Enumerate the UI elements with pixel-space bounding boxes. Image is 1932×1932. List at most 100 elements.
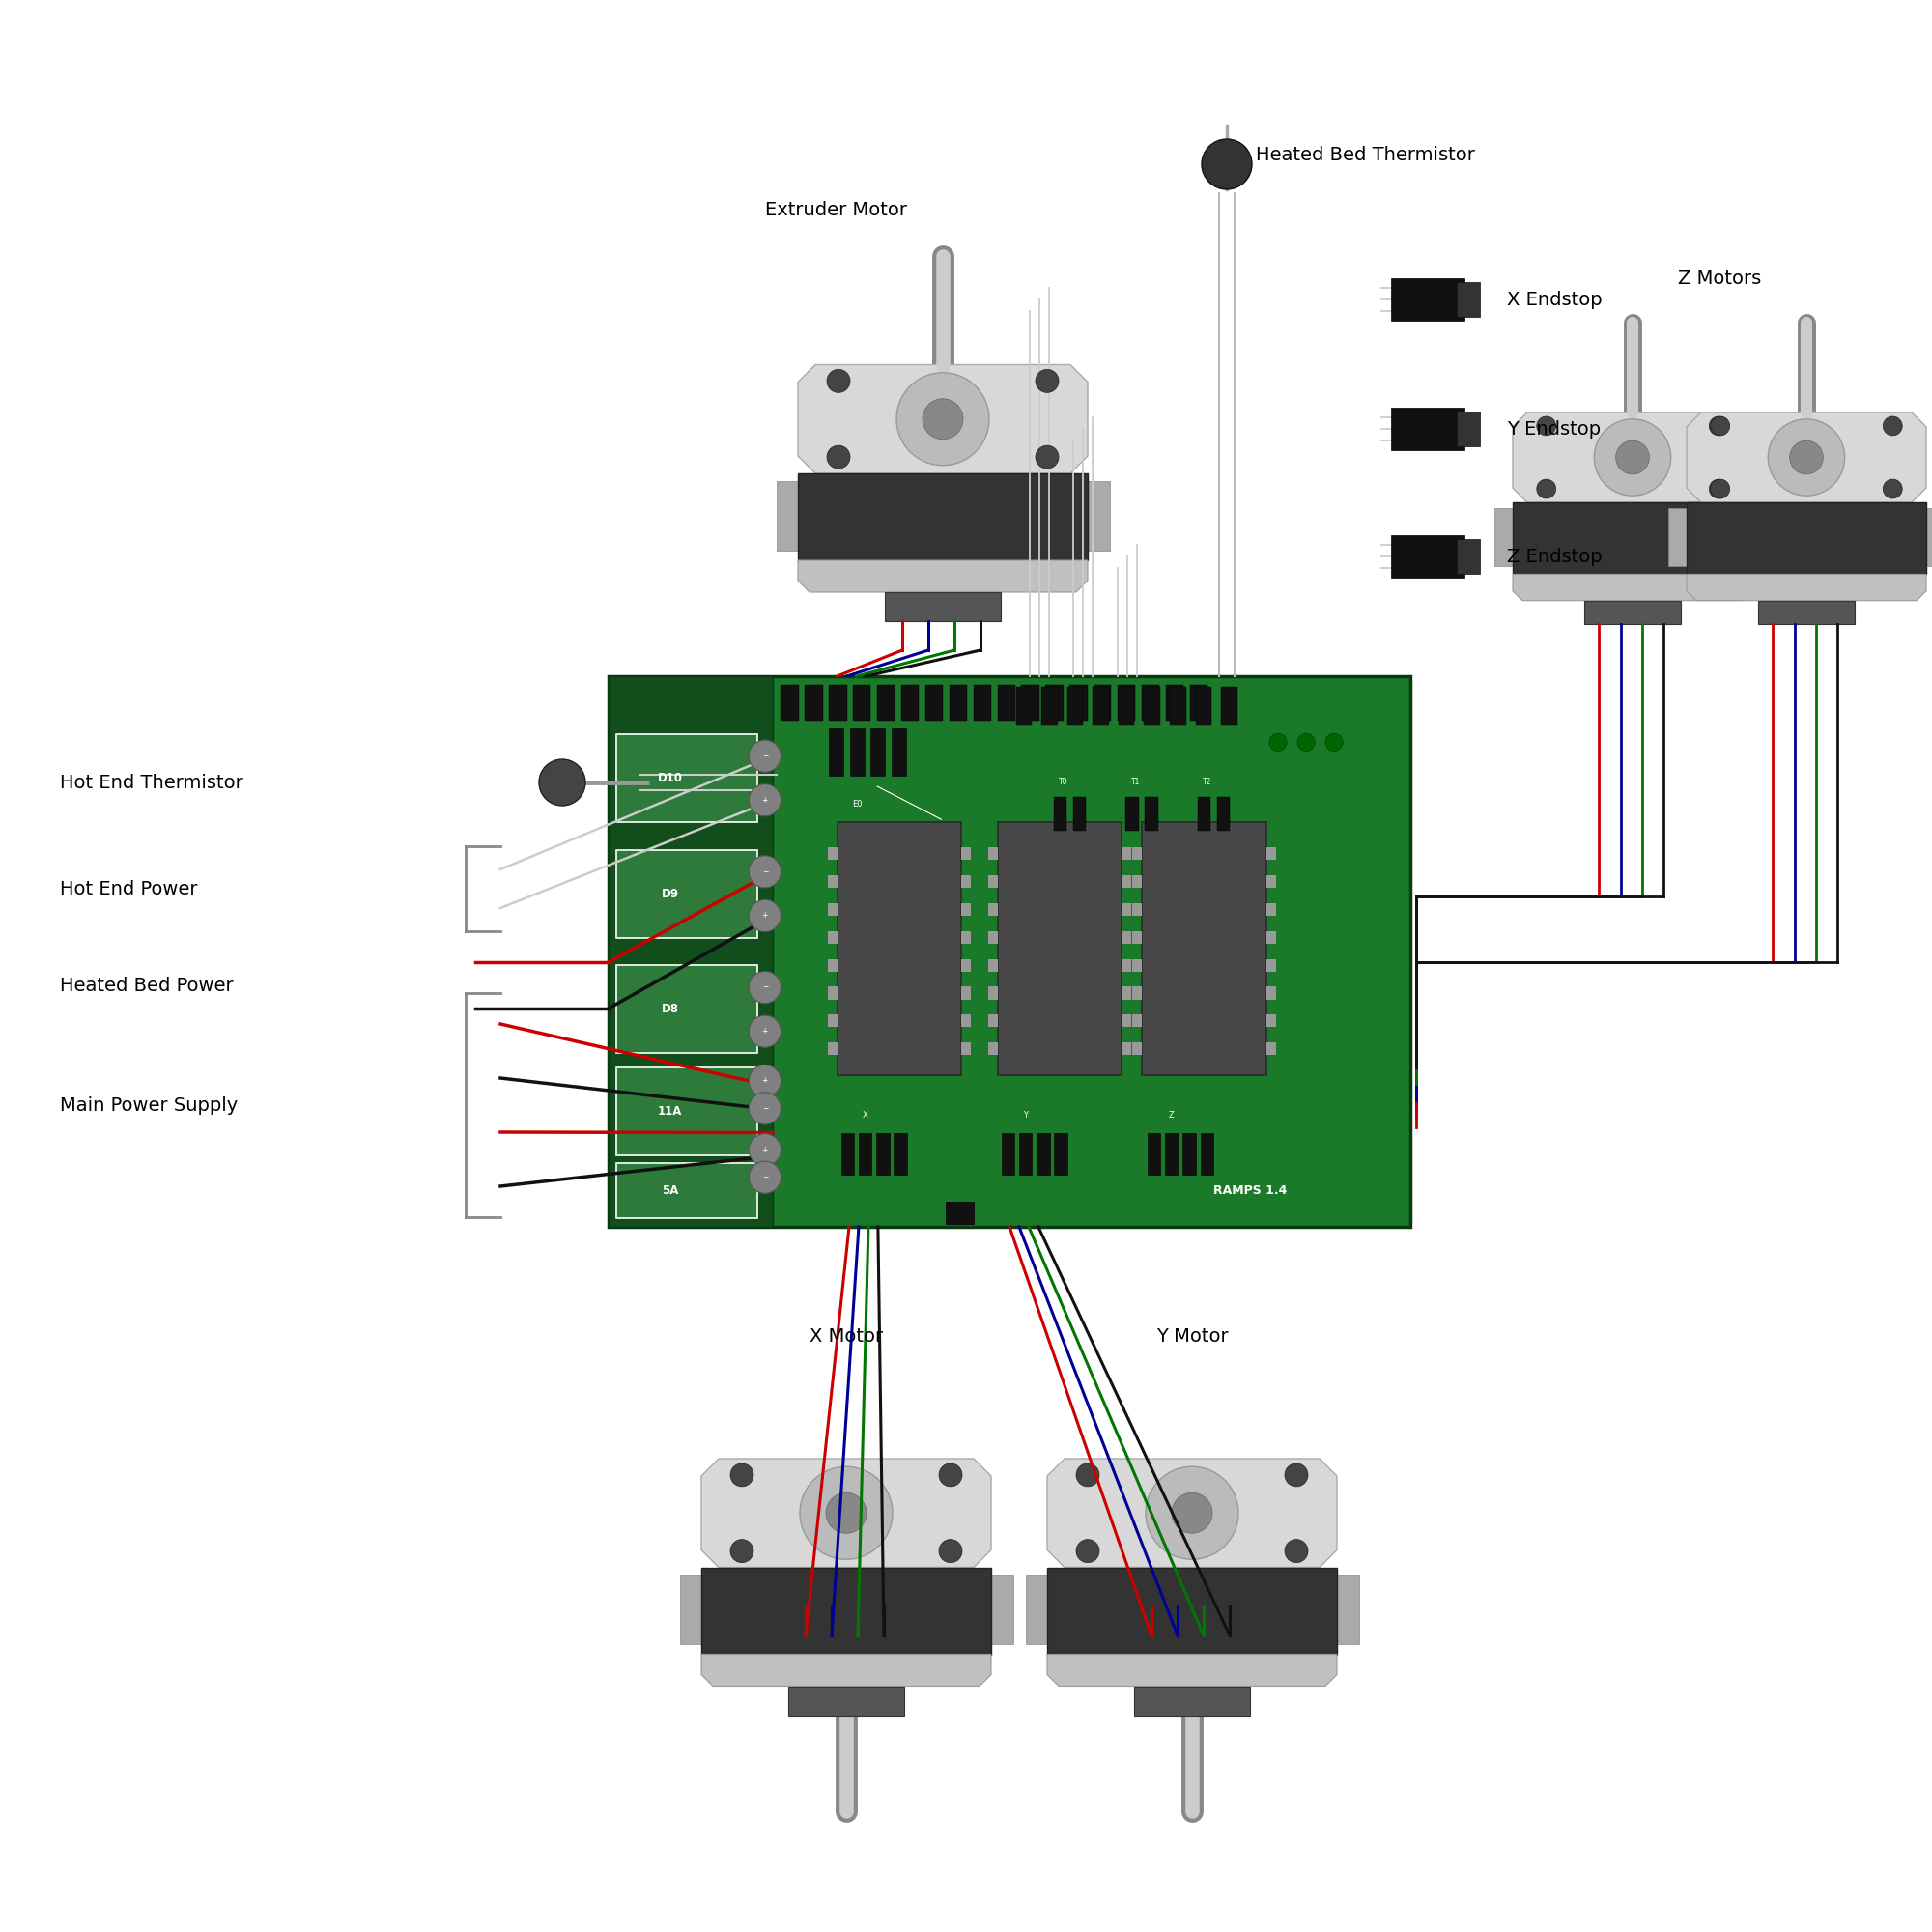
Bar [1391,408,1464,450]
Bar [609,676,1410,1227]
Text: Z Motors: Z Motors [1677,269,1762,288]
Text: −: − [761,983,769,991]
Bar [962,875,972,889]
Bar [1687,502,1926,574]
Circle shape [750,900,781,931]
Bar [945,1202,974,1225]
Bar [1265,1014,1275,1028]
Circle shape [1536,417,1555,435]
Bar [1122,902,1132,916]
Bar [829,684,846,721]
Bar [962,848,972,860]
Bar [962,1043,972,1055]
Bar [1047,1567,1337,1654]
Bar [616,1066,757,1155]
Bar [1217,798,1231,831]
Bar [1265,931,1275,943]
Circle shape [1076,1540,1099,1563]
Bar [1132,1043,1142,1055]
Circle shape [827,1493,866,1534]
Bar [1122,931,1132,943]
Bar [949,684,968,721]
Text: D10: D10 [657,771,682,784]
Text: −: − [761,867,769,875]
Bar [829,728,844,775]
Text: Z Endstop: Z Endstop [1507,547,1602,566]
Bar [1088,481,1109,551]
Bar [1165,1134,1179,1175]
Bar [1265,875,1275,889]
Bar [1132,931,1142,943]
Text: +: + [761,1028,769,1036]
Polygon shape [701,1459,991,1567]
Bar [1132,875,1142,889]
Bar [1457,412,1480,446]
Bar [1169,688,1186,726]
Text: Y: Y [1024,1111,1028,1119]
Bar [1119,684,1136,721]
Bar [680,1575,701,1644]
Bar [827,958,837,972]
Polygon shape [1687,413,1926,502]
Bar [1094,684,1111,721]
Text: −: − [761,1173,769,1182]
Circle shape [1146,1466,1238,1559]
Text: +: + [761,796,769,804]
Bar [1758,601,1855,624]
Polygon shape [1047,1654,1337,1687]
Text: X Motor: X Motor [810,1327,883,1345]
Bar [1122,958,1132,972]
Circle shape [750,1161,781,1194]
Bar [1200,1134,1213,1175]
Text: Main Power Supply: Main Power Supply [60,1095,238,1115]
Bar [1146,798,1157,831]
Bar [1190,684,1208,721]
Bar [1122,1014,1132,1028]
Bar [1122,875,1132,889]
Bar [895,1134,906,1175]
Bar [1122,1043,1132,1055]
Bar [1026,1575,1047,1644]
Bar [1165,684,1184,721]
Bar [1265,848,1275,860]
Circle shape [923,398,962,439]
Bar [1457,282,1480,317]
Polygon shape [1047,1459,1337,1567]
Circle shape [1171,1493,1213,1534]
Text: E0: E0 [852,800,862,810]
Bar [1094,688,1109,726]
Bar [777,481,798,551]
Bar [827,931,837,943]
Circle shape [1768,419,1845,497]
Circle shape [1710,479,1729,498]
Text: +: + [761,912,769,920]
Text: 5A: 5A [661,1184,678,1198]
Bar [1119,688,1134,726]
Bar [1495,508,1513,566]
Text: X: X [862,1111,867,1119]
Bar [1066,688,1084,726]
Bar [1001,1134,1014,1175]
Bar [1041,688,1057,726]
Polygon shape [701,1654,991,1687]
Bar [701,1567,991,1654]
Text: D9: D9 [661,887,678,900]
Circle shape [939,1540,962,1563]
Bar [962,987,972,999]
Bar [1037,1134,1049,1175]
Bar [1196,688,1211,726]
Bar [1142,684,1159,721]
Text: Hot End Thermistor: Hot End Thermistor [60,773,243,792]
Text: T2: T2 [1204,777,1211,786]
Bar [974,684,991,721]
Bar [1016,688,1032,726]
Bar [962,902,972,916]
Circle shape [800,1466,893,1559]
Circle shape [1710,417,1729,435]
Bar [885,591,1001,622]
Circle shape [750,856,781,887]
Bar [1752,508,1770,566]
Bar [987,902,997,916]
Bar [1337,1575,1358,1644]
Bar [987,848,997,860]
